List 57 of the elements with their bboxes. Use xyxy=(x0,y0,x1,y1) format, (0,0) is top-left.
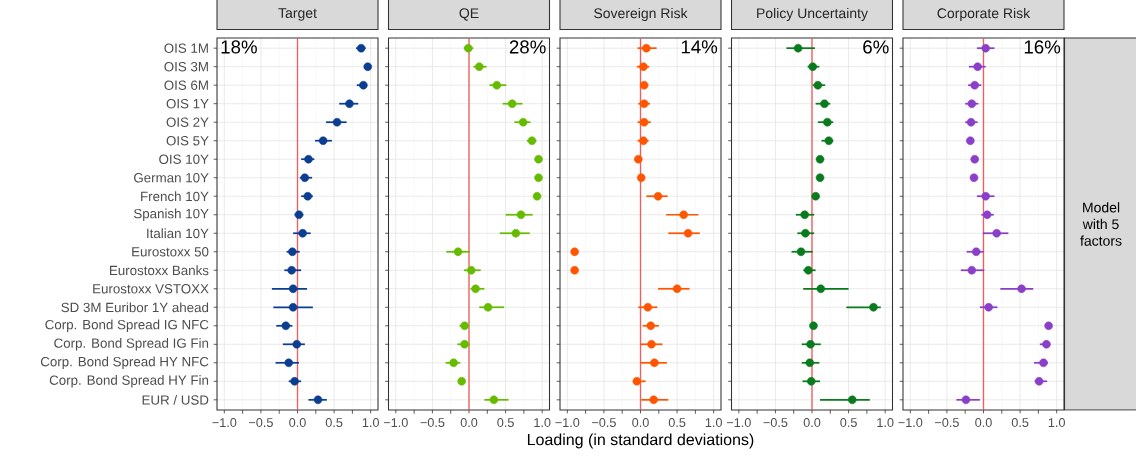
x-tick-label: −0.5 xyxy=(420,418,445,428)
y-tick-label: Corp. Bond Spread HY Fin xyxy=(49,375,209,388)
x-tick-label: −0.5 xyxy=(935,418,959,428)
x-tick-label: −0.5 xyxy=(763,418,788,428)
y-tick-label: Italian 10Y xyxy=(147,228,209,239)
y-tick-label: OIS 1M xyxy=(164,43,208,53)
x-tick-label: 0.0 xyxy=(460,418,478,428)
y-tick-label: OIS 3M xyxy=(164,61,208,72)
chart-title: QE xyxy=(459,8,479,21)
y-tick-label: OIS 5Y xyxy=(166,136,209,146)
x-tick-label: −1.0 xyxy=(726,418,751,428)
y-tick-label: Corp. Bond Spread IG NFC xyxy=(45,319,209,332)
x-tick-label: −1.0 xyxy=(555,418,580,428)
annotation: 28% xyxy=(509,40,546,54)
annotation: 14% xyxy=(681,40,718,54)
x-tick-label: −1.0 xyxy=(212,418,237,428)
y-tick-label: OIS 1Y xyxy=(166,98,209,109)
x-tick-label: −0.5 xyxy=(249,418,273,428)
y-tick-label: Eurostoxx Banks xyxy=(110,265,209,276)
y-tick-label: OIS 10Y xyxy=(159,154,209,164)
y-tick-label: Spanish 10Y xyxy=(133,208,209,221)
y-tick-label: SD 3M Euribor 1Y ahead xyxy=(61,302,209,313)
chart-title: Policy Uncertainty xyxy=(757,7,868,21)
chart-title: Corporate Risk xyxy=(937,7,1031,21)
x-tick-label: 1.0 xyxy=(705,418,722,428)
x-tick-label: 0.5 xyxy=(668,418,686,428)
y-tick-label: OIS 2Y xyxy=(166,117,209,127)
x-axis-title: Loading (in standard deviations) xyxy=(527,433,754,449)
y-tick-label: Eurostoxx 50 xyxy=(132,247,209,257)
annotation: 18% xyxy=(221,40,257,54)
x-tick-label: −1.0 xyxy=(898,418,923,428)
y-tick-label: German 10Y xyxy=(134,173,209,183)
x-tick-label: 1.0 xyxy=(877,418,894,428)
x-tick-label: 0.5 xyxy=(497,418,514,428)
x-tick-label: 0.0 xyxy=(975,418,992,428)
x-tick-label: 0.5 xyxy=(325,418,343,428)
y-tick-label: EUR / USD xyxy=(142,394,209,405)
x-tick-label: 0.5 xyxy=(840,418,857,428)
annotation: 16% xyxy=(1024,40,1061,54)
text: Model with 5 factors xyxy=(1080,202,1122,246)
y-tick-label: OIS 6M xyxy=(164,80,208,90)
x-tick-label: 0.0 xyxy=(632,418,649,428)
x-tick-label: −1.0 xyxy=(383,418,408,428)
y-tick-label: French 10Y xyxy=(141,191,209,202)
x-tick-label: −0.5 xyxy=(592,418,616,428)
x-tick-label: 0.5 xyxy=(1011,418,1029,428)
x-tick-label: 1.0 xyxy=(1048,418,1065,428)
x-tick-label: 1.0 xyxy=(534,418,551,428)
y-tick-label: Corp. Bond Spread HY NFC xyxy=(40,356,209,370)
x-tick-label: 1.0 xyxy=(362,418,379,428)
annotation: 6% xyxy=(863,40,889,54)
x-tick-label: 0.0 xyxy=(289,418,306,428)
x-tick-label: 0.0 xyxy=(803,418,821,428)
y-tick-label: Corp. Bond Spread IG Fin xyxy=(54,338,209,351)
chart-title: Target xyxy=(278,8,317,21)
chart-title: Sovereign Risk xyxy=(594,7,688,21)
y-tick-label: Eurostoxx VSTOXX xyxy=(93,284,209,294)
